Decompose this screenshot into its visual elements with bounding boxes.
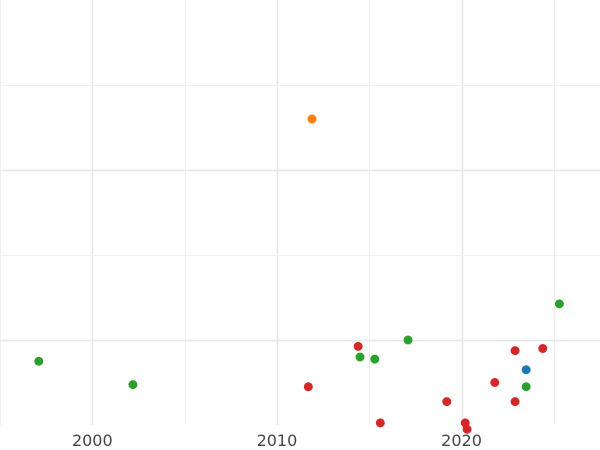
data-point bbox=[521, 382, 531, 392]
data-point bbox=[375, 418, 385, 428]
data-point bbox=[403, 335, 413, 345]
data-point bbox=[442, 397, 452, 407]
x-tick-label: 2000 bbox=[72, 431, 113, 450]
data-point bbox=[353, 341, 363, 351]
gridlines bbox=[0, 0, 600, 425]
data-point bbox=[510, 346, 520, 356]
data-points bbox=[34, 114, 564, 434]
data-point bbox=[128, 380, 138, 390]
data-point bbox=[303, 382, 313, 392]
data-point bbox=[490, 378, 500, 387]
x-tick-label: 2010 bbox=[257, 431, 298, 450]
data-point bbox=[510, 397, 520, 407]
data-point bbox=[554, 299, 564, 309]
data-point bbox=[521, 365, 531, 375]
data-point bbox=[462, 424, 472, 434]
data-point bbox=[34, 356, 44, 366]
data-point bbox=[538, 344, 548, 353]
data-point bbox=[355, 352, 365, 362]
data-point bbox=[370, 354, 380, 364]
x-tick-label: 2020 bbox=[441, 431, 482, 450]
data-point bbox=[307, 114, 317, 124]
x-axis-ticks: 2000 2010 2020 bbox=[72, 431, 482, 450]
